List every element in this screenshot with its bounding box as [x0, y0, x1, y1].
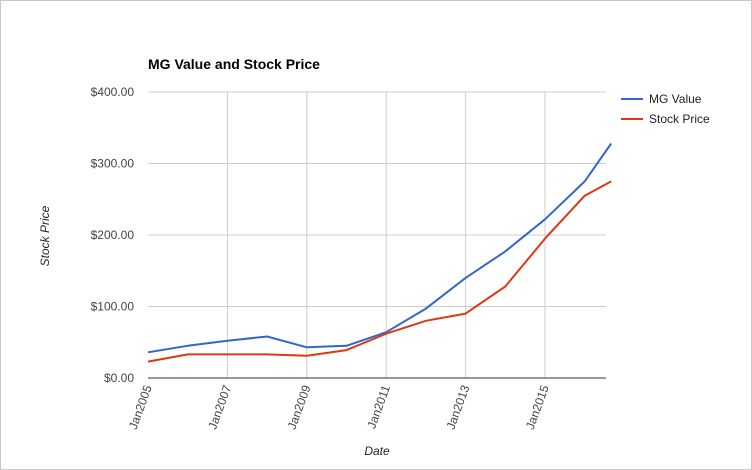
- y-axis-title: Stock Price: [38, 205, 52, 266]
- x-tick-label: Jan2009: [285, 383, 314, 431]
- x-axis-title: Date: [364, 444, 390, 458]
- y-tick-label: $0.00: [104, 371, 134, 385]
- x-tick-label: Jan2005: [126, 383, 155, 431]
- series-lines: [147, 142, 613, 363]
- series-line-2: [147, 180, 612, 363]
- legend-label: Stock Price: [649, 112, 710, 126]
- x-tick-label: Jan2011: [364, 383, 393, 431]
- x-tick-label: Jan2013: [444, 383, 473, 431]
- y-tick-label: $400.00: [91, 85, 135, 99]
- y-tick-label: $300.00: [91, 157, 135, 171]
- x-tick-label: Jan2007: [205, 383, 234, 431]
- chart-title: MG Value and Stock Price: [148, 56, 320, 72]
- x-tick-label: Jan2015: [523, 383, 552, 431]
- y-tick-label: $100.00: [91, 300, 135, 314]
- legend: MG Value Stock Price: [621, 92, 710, 126]
- legend-label: MG Value: [649, 92, 702, 106]
- gridlines: [148, 91, 606, 378]
- y-tick-label: $200.00: [91, 228, 135, 242]
- series-line-1: [147, 142, 613, 354]
